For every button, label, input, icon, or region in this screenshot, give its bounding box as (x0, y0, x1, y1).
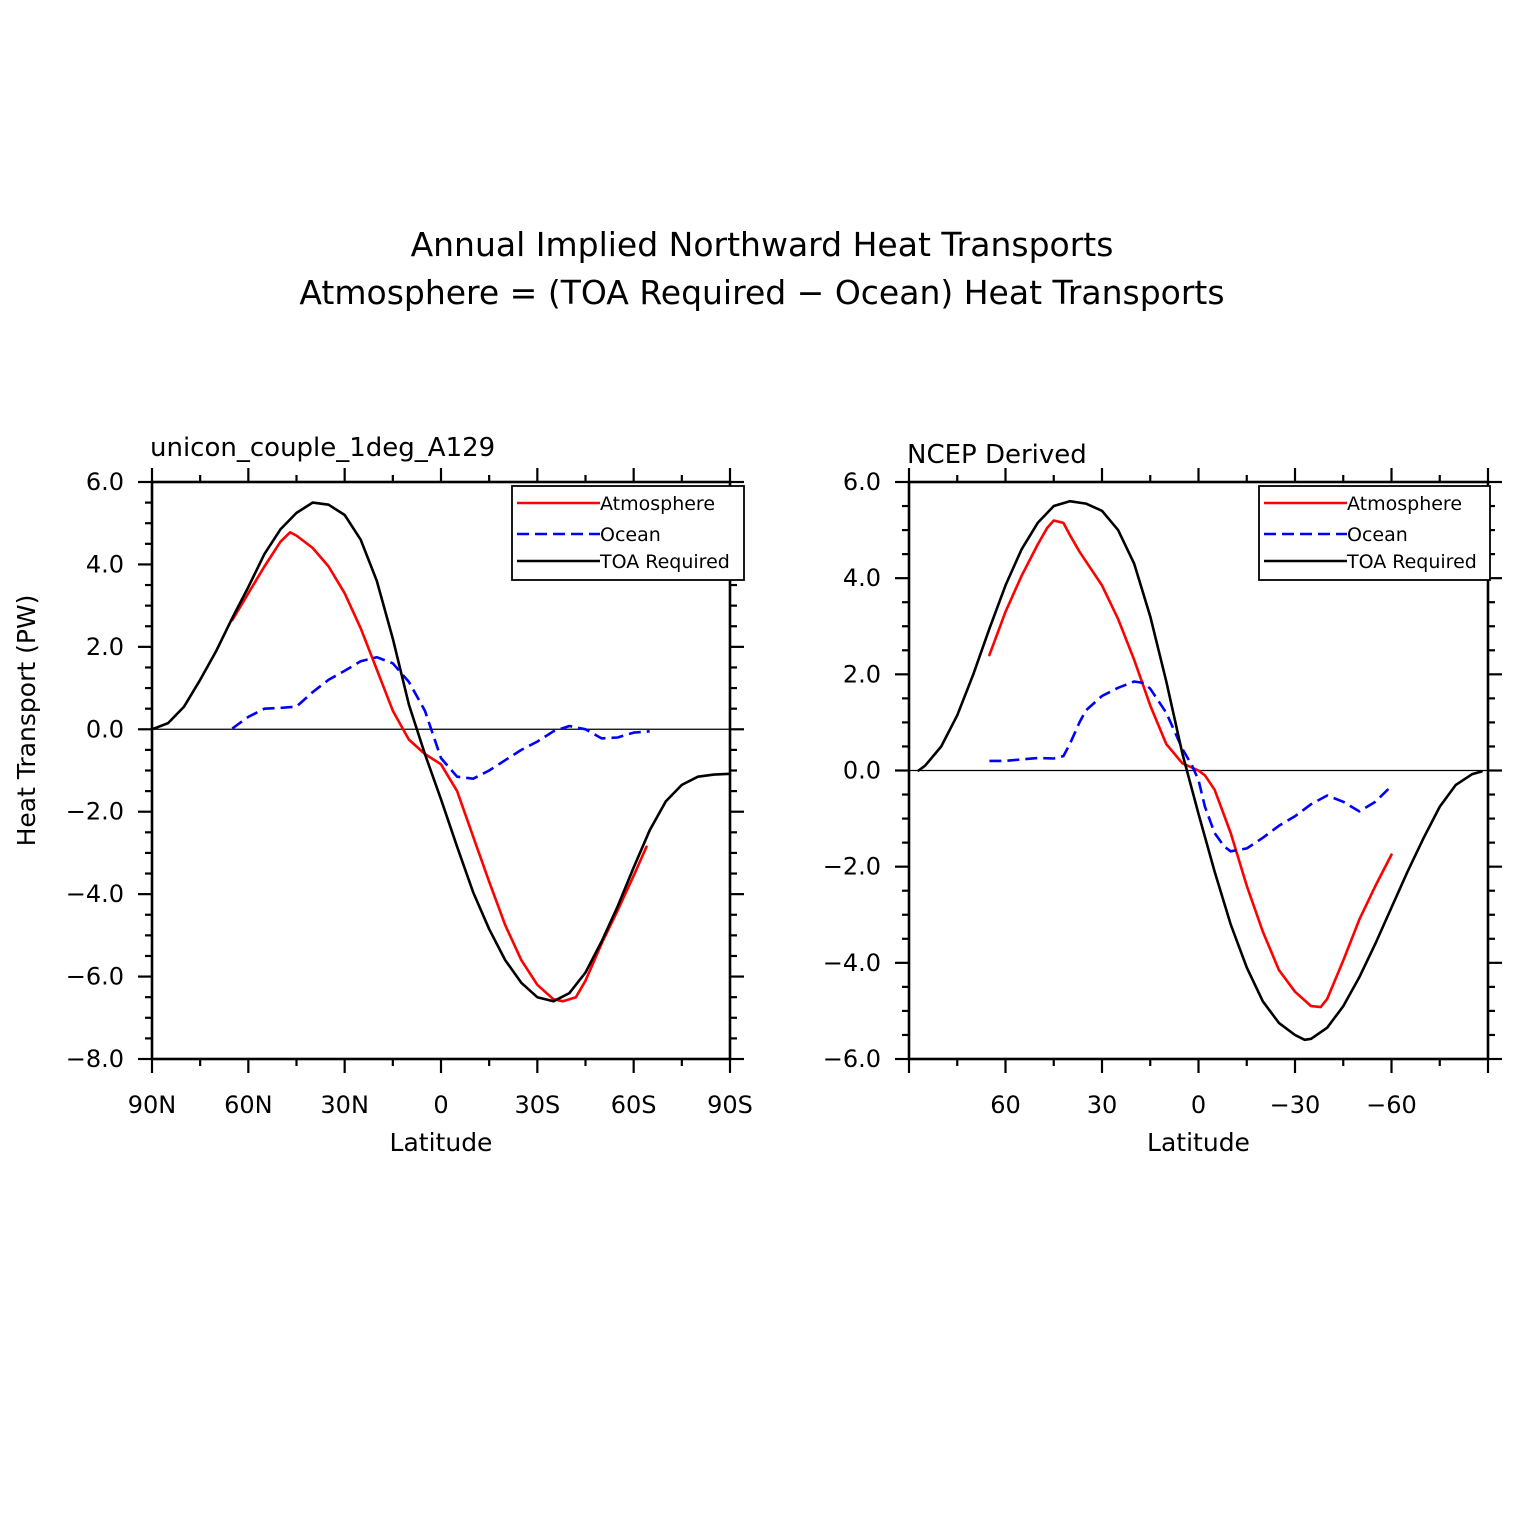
left-legend-label: TOA Required (599, 551, 730, 573)
right-y-tick-label: 6.0 (843, 468, 881, 496)
right-x-tick-label: 30 (1087, 1091, 1118, 1119)
right-legend-label: TOA Required (1346, 551, 1477, 573)
left-y-tick-label: 4.0 (86, 550, 124, 578)
right-series-line-toa-required (917, 499, 1483, 1042)
right-y-tick-label: 2.0 (843, 660, 881, 688)
right-y-tick-label: −2.0 (823, 853, 881, 881)
right-x-tick-label: 0 (1191, 1091, 1206, 1119)
right-x-axis-label: Latitude (1147, 1128, 1250, 1157)
left-series-line-toa-required (150, 501, 732, 1003)
left-y-axis-label: Heat Transport (PW) (12, 595, 41, 847)
right-legend-label: Ocean (1347, 524, 1408, 546)
left-chart-title: unicon_couple_1deg_A129 (150, 433, 495, 463)
right-x-tick-label: −30 (1270, 1091, 1321, 1119)
right-y-tick-label: −4.0 (823, 949, 881, 977)
left-x-tick-label: 60N (224, 1091, 273, 1119)
left-y-tick-label: −2.0 (66, 798, 124, 826)
right-legend-label: Atmosphere (1347, 493, 1462, 515)
left-y-tick-label: 6.0 (86, 468, 124, 496)
right-series-line-atmosphere (988, 519, 1393, 1009)
right-chart-title: NCEP Derived (907, 440, 1087, 470)
left-x-tick-label: 0 (433, 1091, 448, 1119)
left-legend-label: Ocean (600, 524, 661, 546)
right-chart-panel: NCEP Derived 6.0 4.0 2.0 0.0 −2.0 −4.0 −6.0 60 30… (823, 440, 1502, 1157)
left-x-tick-label: 90S (707, 1091, 753, 1119)
left-y-tick-label: −4.0 (66, 880, 124, 908)
left-y-tick-label: 2.0 (86, 633, 124, 661)
left-y-tick-label: −6.0 (66, 963, 124, 991)
figure-title-line1: Annual Implied Northward Heat Transports (411, 225, 1114, 264)
left-y-tick-label: 0.0 (86, 715, 124, 743)
left-legend-box (511, 485, 745, 581)
right-x-tick-label: −60 (1366, 1091, 1417, 1119)
right-legend-box (1258, 485, 1491, 581)
left-series-line-atmosphere (231, 531, 648, 1003)
right-y-tick-label: −6.0 (823, 1045, 881, 1073)
right-series-line-ocean (989, 680, 1393, 853)
right-y-tick-label: 0.0 (843, 757, 881, 785)
left-x-tick-label: 30S (514, 1091, 560, 1119)
left-series-line-ocean (231, 655, 650, 780)
left-x-axis-label: Latitude (390, 1128, 493, 1157)
left-legend-label: Atmosphere (600, 493, 715, 515)
left-chart-panel: unicon_couple_1deg_A129 6.0 4.0 2.0 0.0 −2.0 −… (12, 433, 753, 1157)
left-x-tick-label: 60S (611, 1091, 657, 1119)
left-x-tick-label: 90N (128, 1091, 177, 1119)
left-x-tick-label: 30N (320, 1091, 369, 1119)
right-y-tick-label: 4.0 (843, 564, 881, 592)
figure-title-line2: Atmosphere = (TOA Required − Ocean) Heat… (299, 273, 1224, 312)
right-x-tick-label: 60 (990, 1091, 1021, 1119)
left-y-tick-label: −8.0 (66, 1045, 124, 1073)
